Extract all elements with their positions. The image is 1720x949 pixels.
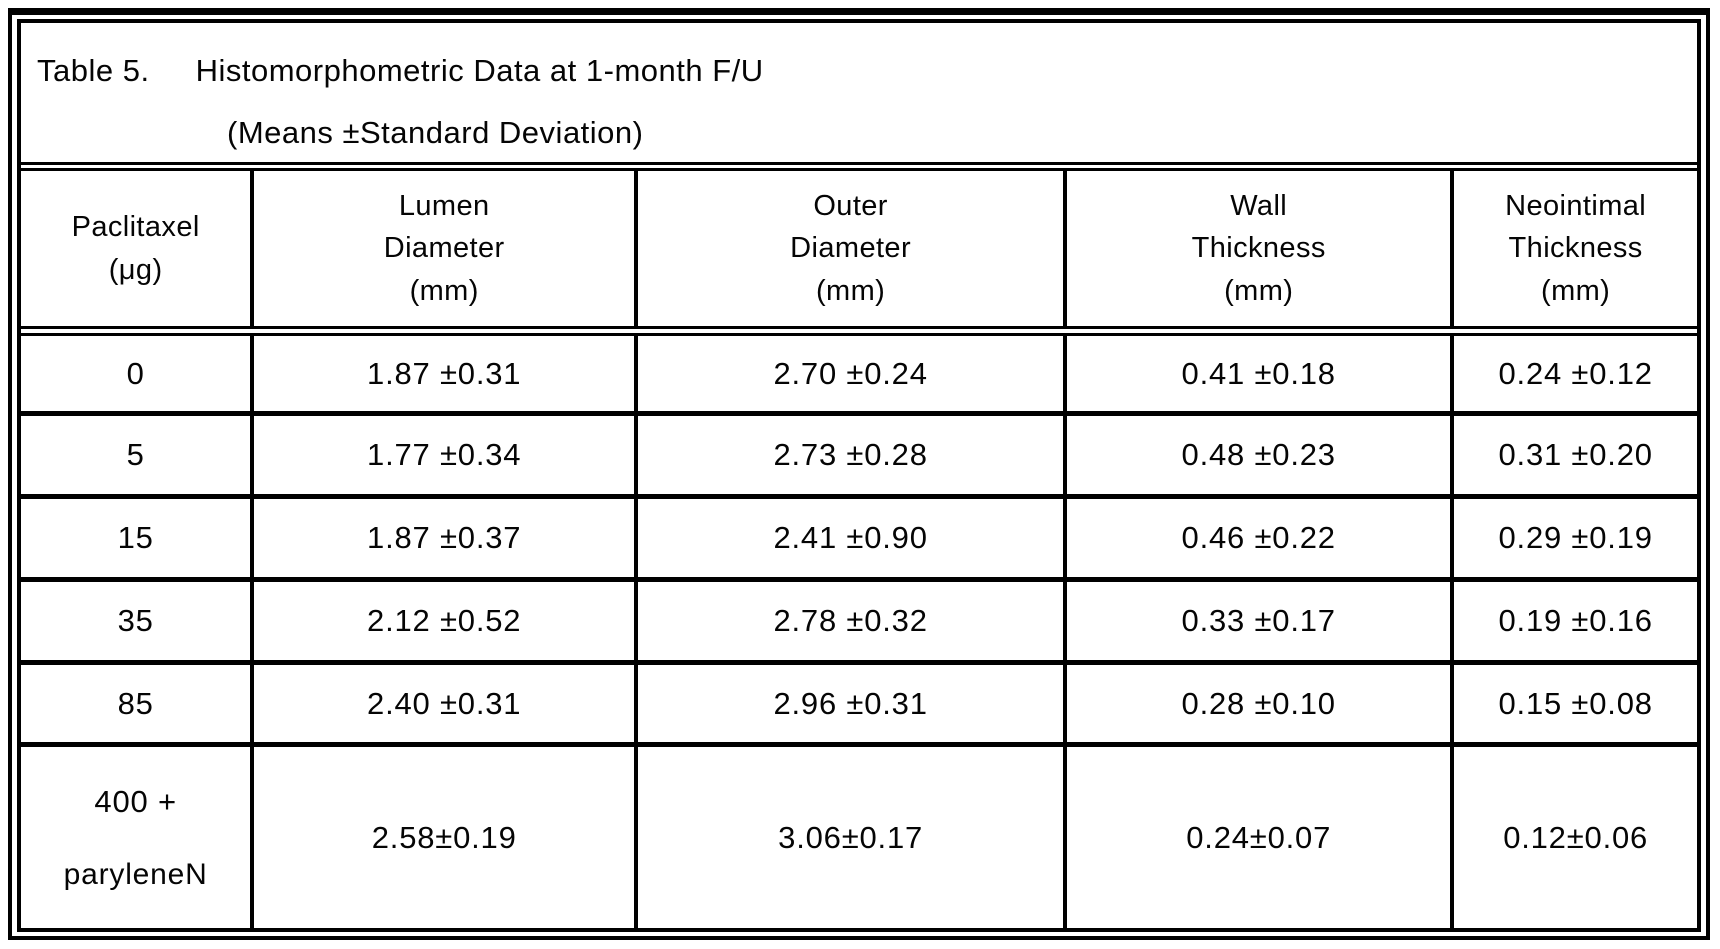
dose-two-line-label: 400 + paryleneN bbox=[25, 784, 246, 892]
header-line: Lumen bbox=[398, 190, 490, 223]
outer-diameter-cell: 2.73 ±0.28 bbox=[634, 413, 1066, 500]
table-inner-frame: Table 5. Histomorphometric Data at 1-mon… bbox=[17, 19, 1701, 932]
dose-cell: 400 + paryleneN bbox=[21, 745, 252, 928]
header-line: Thickness bbox=[1508, 232, 1643, 265]
table-row: 400 + paryleneN 2.58±0.19 3.06±0.17 0.24… bbox=[21, 744, 1697, 928]
table-subtitle: (Means ±Standard Deviation) bbox=[227, 115, 644, 150]
col-header-neointimal-thickness: Neointimal Thickness (mm) bbox=[1450, 171, 1697, 336]
lumen-diameter-cell: 2.40 ±0.31 bbox=[250, 662, 637, 748]
outer-diameter-cell: 2.78 ±0.32 bbox=[634, 579, 1066, 665]
header-line: Outer bbox=[813, 190, 888, 223]
wall-thickness-cell: 0.46 ±0.22 bbox=[1063, 496, 1453, 582]
lumen-diameter-cell: 2.12 ±0.52 bbox=[250, 579, 637, 665]
outer-diameter-cell: 2.96 ±0.31 bbox=[634, 662, 1066, 748]
table-row: 85 2.40 ±0.31 2.96 ±0.31 0.28 ±0.10 0.15… bbox=[21, 662, 1697, 748]
header-line: Neointimal bbox=[1505, 190, 1647, 223]
wall-thickness-cell: 0.48 ±0.23 bbox=[1063, 413, 1453, 500]
table-row: 0 1.87 ±0.31 2.70 ±0.24 0.41 ±0.18 0.24 … bbox=[21, 331, 1697, 417]
col-header-wall-thickness: Wall Thickness (mm) bbox=[1063, 171, 1453, 336]
header-line: (mm) bbox=[409, 274, 479, 307]
wall-thickness-cell: 0.41 ±0.18 bbox=[1063, 331, 1453, 417]
header-line: Paclitaxel bbox=[71, 211, 200, 244]
table-row: 15 1.87 ±0.37 2.41 ±0.90 0.46 ±0.22 0.29… bbox=[21, 496, 1697, 582]
header-line: (mm) bbox=[815, 274, 886, 307]
dose-cell: 85 bbox=[21, 662, 253, 748]
header-line: Diameter bbox=[790, 232, 912, 265]
table-title-block: Table 5. Histomorphometric Data at 1-mon… bbox=[21, 23, 1697, 171]
dose-line: 400 + bbox=[94, 783, 177, 819]
neointimal-thickness-cell: 0.24 ±0.12 bbox=[1450, 331, 1697, 417]
lumen-diameter-cell: 1.87 ±0.37 bbox=[250, 496, 637, 582]
dose-line: paryleneN bbox=[63, 857, 208, 891]
dose-cell: 5 bbox=[21, 413, 253, 500]
dose-cell: 15 bbox=[21, 496, 253, 582]
neointimal-thickness-cell: 0.15 ±0.08 bbox=[1450, 662, 1697, 748]
header-row: Paclitaxel (μg) Lumen Diameter (mm) Oute… bbox=[21, 171, 1697, 336]
table-title-line: Table 5. Histomorphometric Data at 1-mon… bbox=[37, 53, 1677, 89]
neointimal-thickness-cell: 0.31 ±0.20 bbox=[1450, 413, 1697, 500]
outer-diameter-cell: 3.06±0.17 bbox=[634, 744, 1066, 928]
table-row: 5 1.77 ±0.34 2.73 ±0.28 0.48 ±0.23 0.31 … bbox=[21, 413, 1697, 500]
neointimal-thickness-cell: 0.29 ±0.19 bbox=[1450, 496, 1697, 582]
col-header-paclitaxel: Paclitaxel (μg) bbox=[21, 171, 253, 336]
col-header-lumen-diameter: Lumen Diameter (mm) bbox=[250, 171, 637, 336]
col-header-outer-diameter: Outer Diameter (mm) bbox=[634, 171, 1066, 336]
table-row: 35 2.12 ±0.52 2.78 ±0.32 0.33 ±0.17 0.19… bbox=[21, 579, 1697, 665]
table-number-label: Table 5. bbox=[37, 53, 150, 88]
lumen-diameter-cell: 1.87 ±0.31 bbox=[250, 331, 637, 417]
neointimal-thickness-cell: 0.12±0.06 bbox=[1450, 744, 1697, 928]
wall-thickness-cell: 0.28 ±0.10 bbox=[1063, 662, 1453, 748]
header-line: Thickness bbox=[1191, 232, 1326, 265]
outer-diameter-cell: 2.70 ±0.24 bbox=[634, 331, 1066, 417]
dose-cell: 35 bbox=[21, 579, 253, 665]
wall-thickness-cell: 0.33 ±0.17 bbox=[1063, 579, 1453, 665]
lumen-diameter-cell: 1.77 ±0.34 bbox=[250, 413, 637, 500]
lumen-diameter-cell: 2.58±0.19 bbox=[250, 744, 637, 928]
header-line: Wall bbox=[1230, 190, 1288, 223]
dose-cell: 0 bbox=[21, 331, 253, 417]
table-subtitle-line: (Means ±Standard Deviation) bbox=[227, 115, 1677, 151]
table-outer-frame: Table 5. Histomorphometric Data at 1-mon… bbox=[8, 8, 1710, 940]
histomorphometric-data-table: Paclitaxel (μg) Lumen Diameter (mm) Oute… bbox=[21, 171, 1697, 928]
neointimal-thickness-cell: 0.19 ±0.16 bbox=[1450, 579, 1697, 665]
header-line: Diameter bbox=[383, 232, 505, 265]
outer-diameter-cell: 2.41 ±0.90 bbox=[634, 496, 1066, 582]
header-line: (mm) bbox=[1541, 274, 1611, 307]
header-line: (mm) bbox=[1224, 274, 1294, 307]
wall-thickness-cell: 0.24±0.07 bbox=[1063, 744, 1453, 928]
header-line: (μg) bbox=[108, 253, 163, 286]
table-title: Histomorphometric Data at 1-month F/U bbox=[195, 53, 764, 88]
